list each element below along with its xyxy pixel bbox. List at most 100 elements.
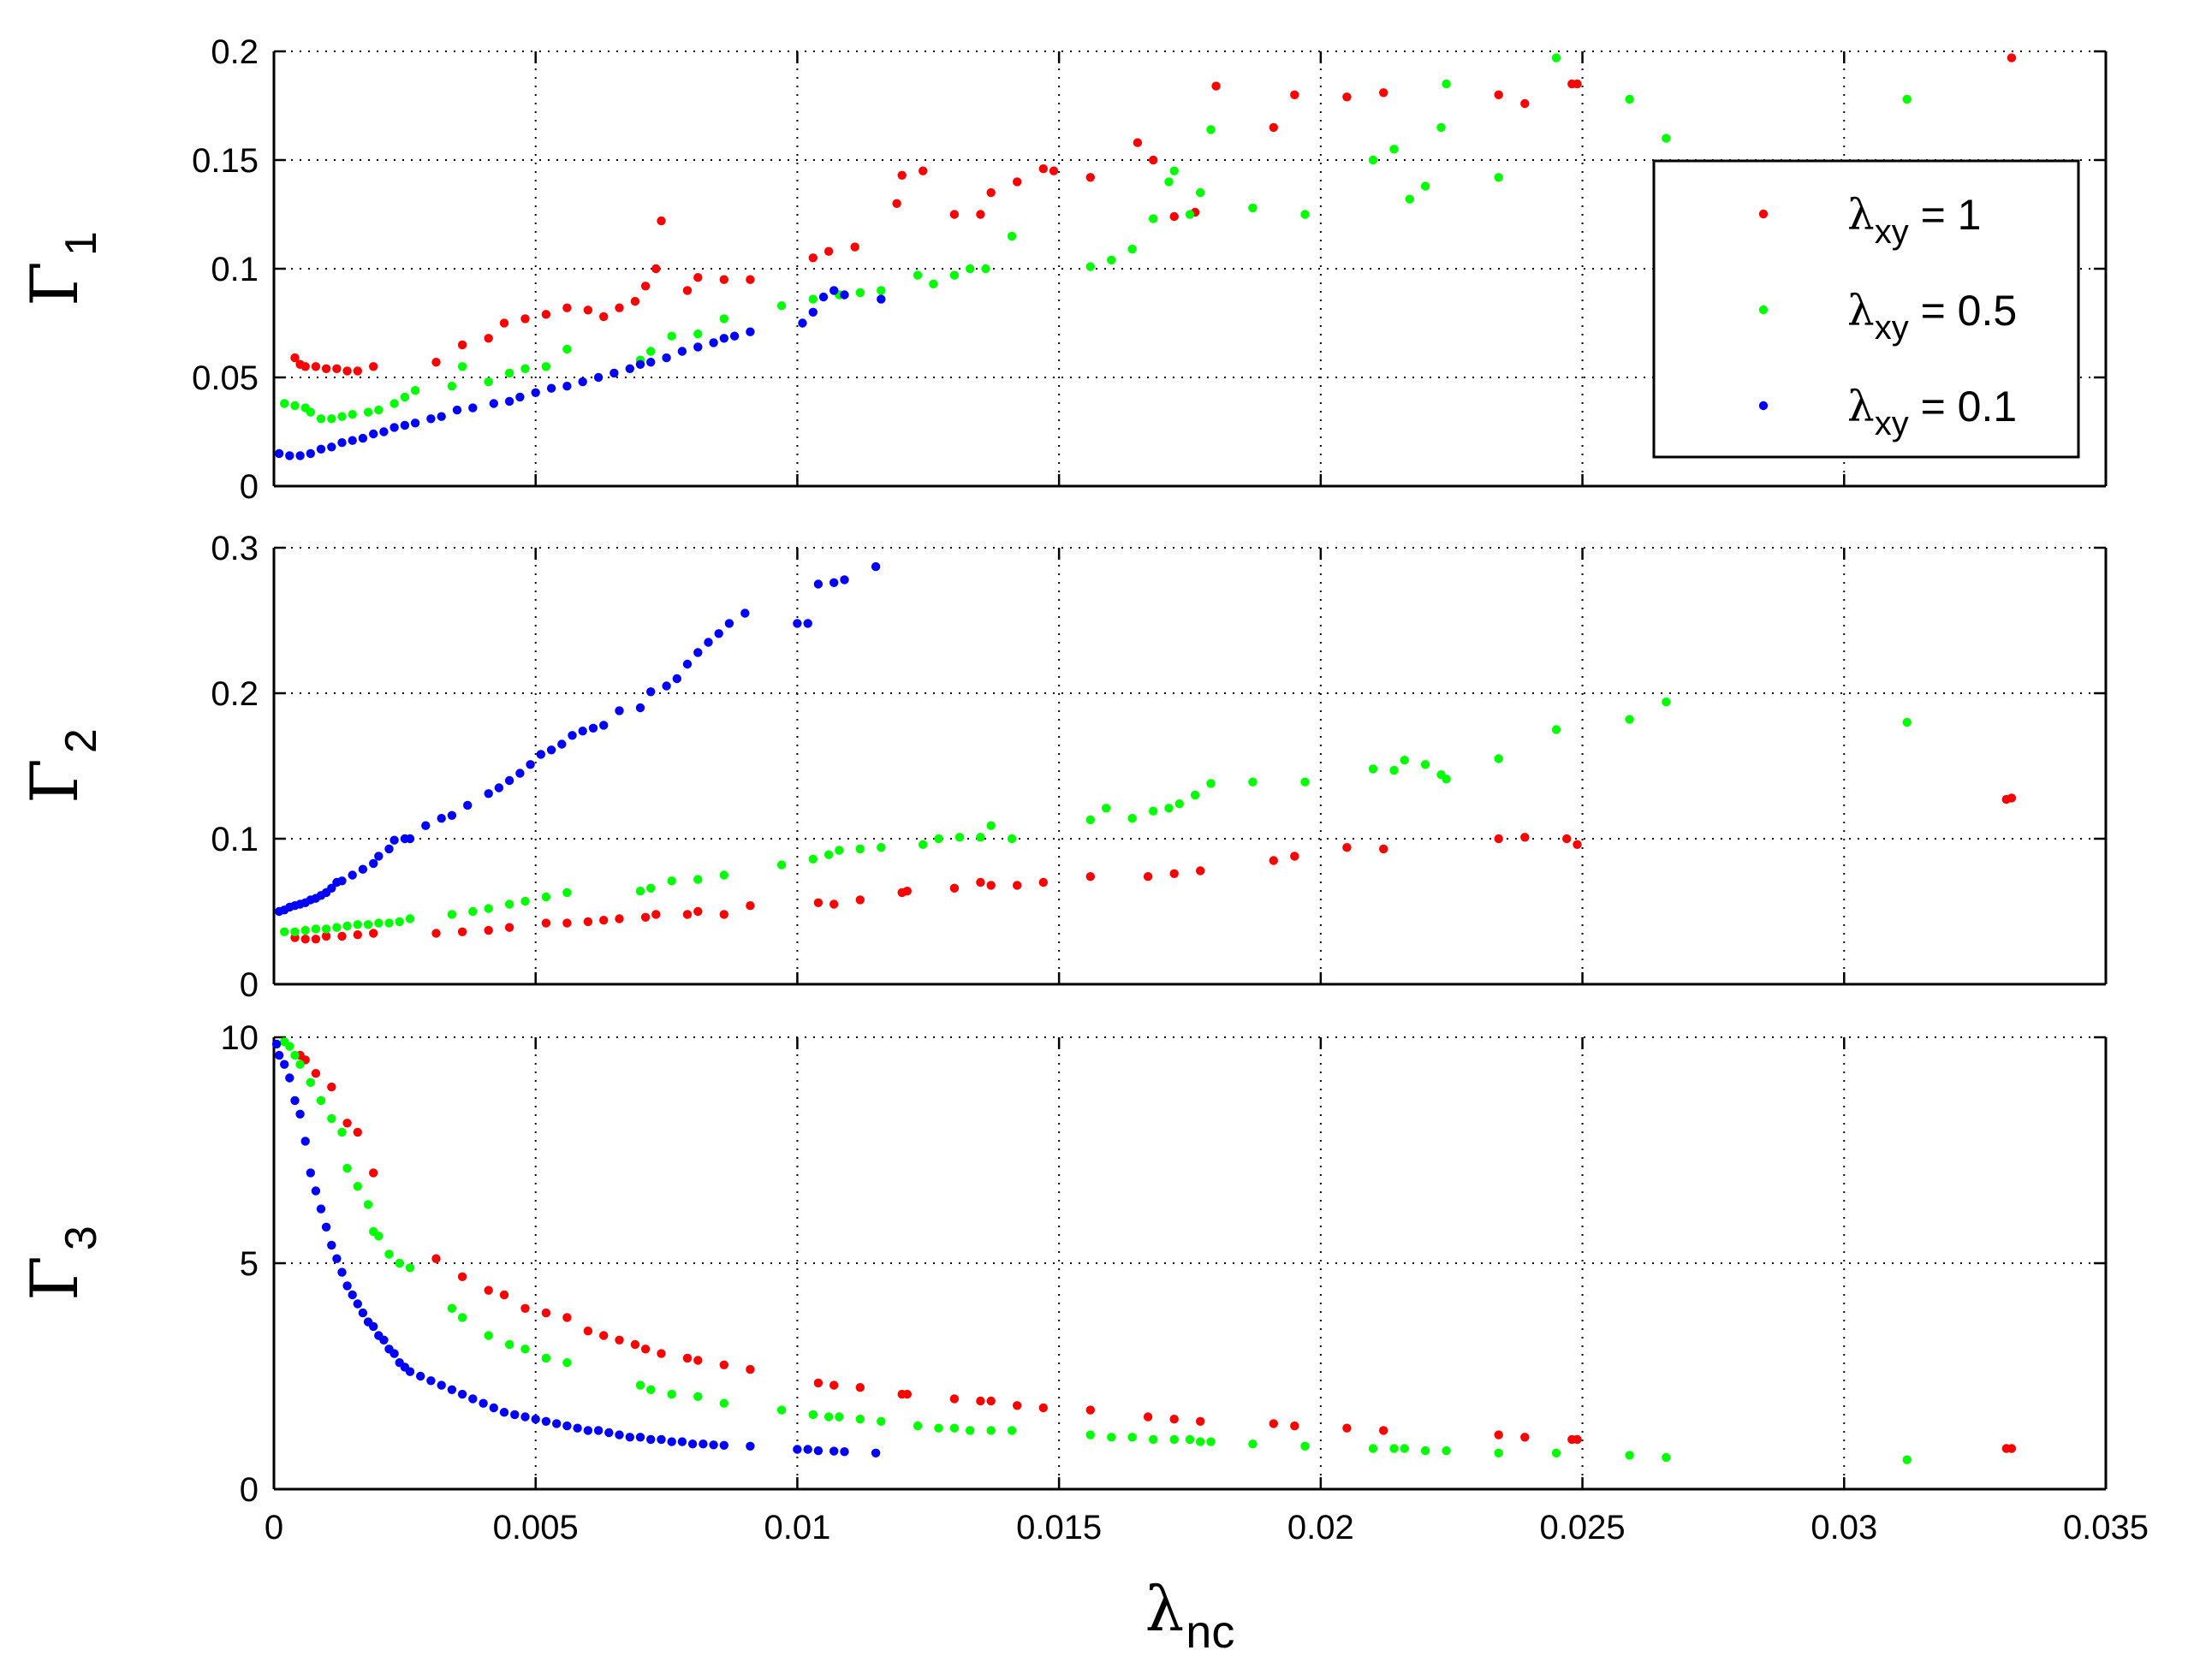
y-axis-label: Γ1 xyxy=(16,231,106,306)
data-point xyxy=(358,433,368,443)
data-point xyxy=(1049,166,1059,175)
data-point xyxy=(823,246,834,256)
data-point xyxy=(677,347,687,356)
data-point xyxy=(358,864,368,874)
data-point xyxy=(295,1060,305,1069)
data-point xyxy=(719,1360,728,1370)
data-point xyxy=(1085,173,1096,182)
data-point xyxy=(562,1313,572,1322)
data-point xyxy=(280,927,289,937)
data-point xyxy=(1211,81,1221,91)
data-point xyxy=(395,917,404,927)
data-point xyxy=(746,1441,755,1451)
data-point xyxy=(316,414,326,424)
data-point xyxy=(699,1440,708,1449)
data-point xyxy=(285,1073,294,1083)
x-tick-label: 0.02 xyxy=(1287,1509,1354,1546)
data-point xyxy=(384,1250,394,1259)
data-point xyxy=(687,1440,698,1449)
data-point xyxy=(657,1349,666,1358)
data-point xyxy=(541,918,551,928)
data-point xyxy=(740,608,750,618)
data-point xyxy=(1902,717,1912,727)
data-point xyxy=(682,910,693,919)
data-point xyxy=(369,429,378,439)
data-point xyxy=(457,362,467,371)
data-point xyxy=(646,1434,656,1445)
data-point xyxy=(468,1394,478,1404)
data-point xyxy=(520,1303,530,1314)
data-point xyxy=(405,1367,415,1376)
x-tick-label: 0.01 xyxy=(764,1509,830,1546)
data-point xyxy=(468,403,478,413)
data-point xyxy=(384,844,394,854)
data-point xyxy=(966,1426,975,1435)
data-point xyxy=(1190,790,1200,800)
data-point xyxy=(1007,231,1017,241)
data-point xyxy=(1436,122,1446,133)
data-point xyxy=(635,703,645,713)
data-point xyxy=(1269,1419,1279,1428)
data-point xyxy=(1169,1415,1179,1424)
data-point xyxy=(1902,1455,1912,1464)
data-point xyxy=(1400,1444,1409,1453)
data-point xyxy=(798,318,807,328)
panel-1: 0 0.05 0.1 0.15 0.2 Γ1 λxy = 1 λxy = 0.5 λxy = 0… xyxy=(16,33,2108,506)
data-point xyxy=(484,904,493,913)
data-point xyxy=(1420,181,1430,191)
data-point xyxy=(457,340,467,350)
data-point xyxy=(562,887,572,898)
data-point xyxy=(966,264,975,274)
data-point xyxy=(1389,765,1399,775)
data-point xyxy=(353,1127,362,1137)
data-point xyxy=(855,1415,865,1424)
data-point xyxy=(1520,833,1530,842)
data-point xyxy=(677,1437,687,1446)
data-point xyxy=(369,362,378,371)
data-point xyxy=(1007,834,1017,844)
data-point xyxy=(615,706,624,715)
data-point xyxy=(1300,1441,1310,1451)
legend-marker xyxy=(1758,401,1769,411)
data-point xyxy=(1662,698,1671,707)
data-point xyxy=(348,870,357,880)
data-point xyxy=(662,353,671,363)
data-point xyxy=(1149,214,1158,223)
data-point xyxy=(630,296,640,306)
data-point xyxy=(986,881,996,890)
data-point xyxy=(803,1445,812,1454)
series-2 xyxy=(280,698,1912,937)
data-point xyxy=(280,399,289,408)
legend-marker xyxy=(1758,209,1769,219)
data-point xyxy=(635,1433,645,1442)
data-point xyxy=(902,887,913,896)
data-point xyxy=(976,877,985,887)
data-point xyxy=(1625,94,1634,104)
data-point xyxy=(776,301,787,311)
data-point xyxy=(327,883,336,893)
data-point xyxy=(1169,166,1179,175)
data-point xyxy=(290,1095,300,1106)
data-point xyxy=(1206,1437,1216,1446)
data-point xyxy=(353,366,362,376)
data-point xyxy=(646,687,656,697)
data-point xyxy=(1662,134,1671,143)
y-tick-label: 0.15 xyxy=(192,142,259,180)
data-point xyxy=(808,307,818,317)
data-point xyxy=(1442,775,1451,784)
y-tick-label: 0.2 xyxy=(211,675,259,713)
data-point xyxy=(426,1376,436,1386)
data-point xyxy=(635,1380,645,1390)
data-point xyxy=(541,1353,551,1363)
data-point xyxy=(400,392,410,402)
data-point xyxy=(526,760,535,769)
data-point xyxy=(389,423,399,432)
data-point xyxy=(1551,1448,1561,1458)
y-tick-label: 5 xyxy=(240,1245,259,1283)
data-point xyxy=(651,910,661,919)
data-point xyxy=(379,427,389,436)
data-point xyxy=(1573,1434,1582,1445)
data-point xyxy=(583,306,593,315)
data-point xyxy=(494,783,504,793)
